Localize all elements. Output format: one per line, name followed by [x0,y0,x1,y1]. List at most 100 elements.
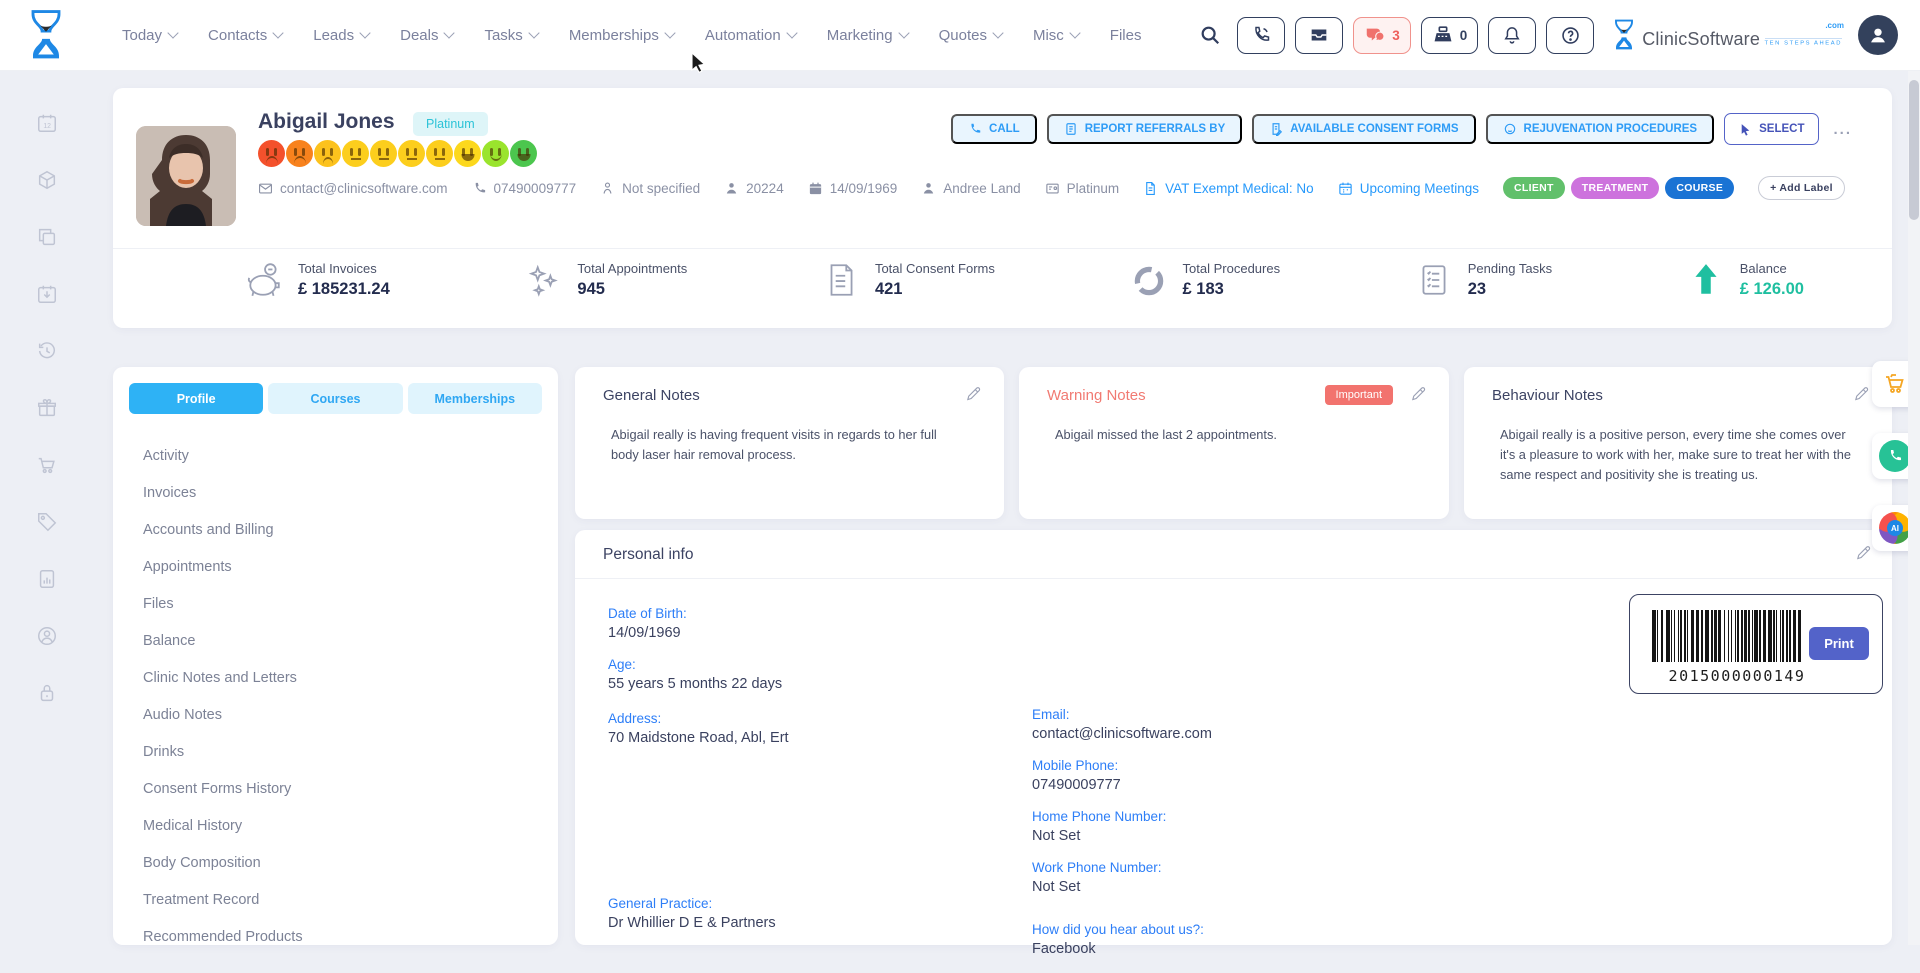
info-field: Mobile Phone: 07490009777 [1032,758,1432,793]
mood-face[interactable] [482,140,509,167]
register-button[interactable]: 0 [1420,16,1479,54]
lock-icon[interactable] [36,682,58,704]
nav-item-label: Files [1109,26,1142,44]
chevron-down-icon [897,27,910,39]
user-icon [1871,28,1885,43]
gift-icon[interactable] [36,397,58,419]
nav-item-label: Contacts [208,26,268,44]
nav-item[interactable]: Today [122,27,179,44]
available-consent-forms-button[interactable]: AVAILABLE CONSENT FORMS [1252,114,1476,144]
sidebar-tab[interactable]: Profile [129,383,264,414]
sidebar-menu-item[interactable]: Medical History [143,817,243,834]
sidebar-menu-item[interactable]: Activity [143,447,189,464]
history-icon[interactable] [36,340,58,362]
dialer-button[interactable] [1237,16,1286,54]
select-button[interactable]: SELECT [1724,113,1820,145]
gender-item: Not specified [600,181,700,196]
info-field-label: Date of Birth: [608,606,687,621]
inbox-button[interactable] [1295,16,1344,54]
stats-row: Total Invoices £ 185231.24 Total Appointm… [245,261,1804,299]
upcoming-meetings-link[interactable]: Upcoming Meetings [1338,181,1479,196]
mood-face[interactable] [370,140,397,167]
cart-icon[interactable] [36,454,58,476]
sidebar-menu-item[interactable]: Invoices [143,484,197,501]
report-chart-icon[interactable] [36,568,58,590]
mood-face[interactable] [510,140,537,167]
package-icon[interactable] [36,169,58,191]
dob-item: 14/09/1969 [808,181,897,196]
nav-item[interactable]: Contacts [208,26,284,44]
pointer-icon [1741,123,1750,136]
edit-pencil-icon[interactable] [1855,544,1872,561]
important-badge: Important [1324,385,1393,405]
edit-pencil-icon[interactable] [965,385,982,402]
sidebar-tab[interactable]: Memberships [407,383,542,414]
sidebar-menu-item[interactable]: Accounts and Billing [143,521,274,538]
add-label-button[interactable]: + Add Label [1758,176,1845,200]
info-field: Date of Birth: 14/09/1969 [608,606,1008,641]
print-button[interactable]: Print [1809,627,1869,660]
search-icon[interactable] [1193,18,1227,52]
nav-item-label: Automation [704,26,781,44]
copy-icon[interactable] [36,226,58,248]
behaviour-notes-card: Behaviour Notes Abigail really is a posi… [1464,367,1892,519]
help-button[interactable] [1546,16,1595,54]
mood-face[interactable] [426,140,453,167]
sidebar-tab[interactable]: Courses [268,383,403,414]
nav-item[interactable]: Misc [1033,27,1081,44]
user-avatar[interactable] [1858,15,1898,55]
sidebar-menu-item[interactable]: Treatment Record [143,891,260,908]
arrow-up-icon [1687,261,1725,299]
tier-badge: Platinum [413,112,488,136]
mood-face[interactable] [398,140,425,167]
app-logo-hourglass-icon[interactable] [26,9,66,61]
sidebar-menu-item[interactable]: Files [143,595,174,612]
nav-item[interactable]: Leads [313,27,371,44]
calendar-meetings-icon [1339,182,1352,195]
vat-exempt-link[interactable]: VAT Exempt Medical: No [1143,181,1314,196]
bell-icon [1504,27,1520,44]
nav-item[interactable]: Memberships [569,27,676,44]
brand-hourglass-icon [1615,19,1634,50]
booking-calendar-icon[interactable] [36,283,58,305]
call-button[interactable]: CALL [951,114,1037,144]
barcode-bars [1652,610,1803,662]
svg-text:12: 12 [43,123,51,130]
notifications-button[interactable] [1488,16,1537,54]
warning-notes-title: Warning Notes [1047,387,1146,404]
nav-item[interactable]: Automation [704,26,798,44]
price-tag-icon[interactable] [36,511,58,533]
rejuvenation-procedures-button[interactable]: REJUVENATION PROCEDURES [1485,114,1715,144]
more-actions-button[interactable]: ... [1833,120,1852,138]
sidebar-menu-item[interactable]: Drinks [143,743,185,760]
sidebar-menu-item[interactable]: Recommended Products [143,928,303,945]
header-actions: CALL REPORT REFERRALS BY AVAILABLE CONSE… [951,113,1856,145]
nav-item[interactable]: Deals [400,27,456,44]
account-lock-icon[interactable] [36,625,58,647]
mood-face[interactable] [314,140,341,167]
sidebar-menu-item[interactable]: Audio Notes [143,706,222,723]
sidebar-menu-item[interactable]: Balance [143,632,196,649]
client-labels: CLIENT TREATMENT COURSE [1503,177,1735,199]
calendar-icon[interactable]: 12 [36,112,58,134]
mood-face[interactable] [286,140,313,167]
brand-logo[interactable]: ClinicSoftware .com TEN STEPS AHEAD [1612,19,1844,51]
nav-item[interactable]: Quotes [939,27,1004,44]
sidebar-menu-item[interactable]: Appointments [143,558,232,575]
mood-face[interactable] [258,140,285,167]
messages-count: 3 [1392,27,1400,43]
scrollbar-thumb[interactable] [1909,80,1919,220]
messages-button[interactable]: 3 [1353,16,1411,54]
edit-pencil-icon[interactable] [1410,385,1427,402]
mood-face[interactable] [454,140,481,167]
nav-item[interactable]: Marketing [827,27,910,44]
edit-pencil-icon[interactable] [1853,385,1870,402]
sidebar-menu-item[interactable]: Clinic Notes and Letters [143,669,297,686]
report-referrals-button[interactable]: REPORT REFERRALS BY [1046,114,1243,144]
nav-item[interactable]: Tasks [484,27,540,44]
mood-face[interactable] [342,140,369,167]
sidebar-menu-item[interactable]: Body Composition [143,854,261,871]
sidebar-menu: Activity Invoices Accounts and Billing A… [143,437,546,955]
sidebar-menu-item[interactable]: Consent Forms History [143,780,292,797]
nav-item[interactable]: Files [1110,27,1142,44]
